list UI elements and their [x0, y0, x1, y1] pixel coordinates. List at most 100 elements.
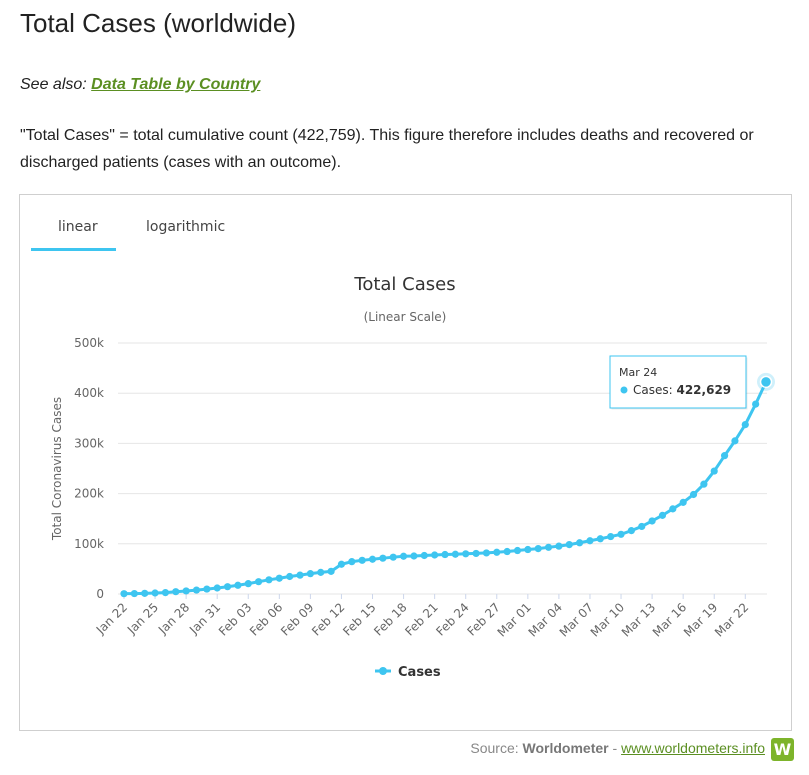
data-point: [431, 551, 439, 559]
hover-point: [759, 375, 773, 389]
data-point: [358, 556, 366, 564]
tooltip-box: [609, 355, 747, 409]
data-point: [337, 560, 346, 568]
data-point: [130, 589, 138, 598]
y-tick-label: 0: [96, 587, 104, 601]
data-point: [720, 452, 729, 460]
data-point: [399, 552, 408, 560]
y-tick-label: 100k: [74, 537, 104, 551]
x-tick-label: Mar 16: [650, 600, 689, 639]
x-tick-label: Feb 06: [247, 600, 285, 638]
data-point: [617, 530, 625, 538]
data-point: [679, 498, 687, 506]
data-point: [658, 511, 667, 519]
source-link[interactable]: www.worldometers.info: [621, 740, 765, 756]
data-point: [555, 542, 563, 550]
data-point: [451, 550, 459, 558]
data-point: [607, 532, 615, 541]
source-prefix: Source:: [470, 740, 519, 756]
data-point: [296, 571, 304, 579]
x-tick-label: Feb 21: [402, 600, 440, 638]
chart-svg: Total Cases (Linear Scale) 0 100k 200k 300k 40…: [50, 274, 775, 680]
data-point: [576, 539, 584, 547]
data-point: [265, 576, 273, 584]
data-point: [161, 588, 170, 597]
legend-label-cases[interactable]: Cases: [398, 665, 441, 680]
x-tick-label: Feb 24: [433, 600, 471, 638]
x-tick-label: Mar 10: [588, 600, 627, 639]
data-point: [368, 555, 377, 563]
x-tick-label: Jan 28: [155, 600, 192, 637]
data-point: [192, 586, 201, 594]
data-point: [689, 490, 698, 499]
tooltip-series-value: 422,629: [676, 383, 731, 397]
data-point: [586, 537, 594, 545]
data-point: [752, 400, 760, 408]
data-point: [275, 574, 283, 582]
data-point: [172, 588, 180, 596]
data-table-link[interactable]: Data Table by Country: [91, 76, 261, 93]
data-point: [151, 589, 159, 597]
x-tick-label: Feb 18: [371, 600, 409, 638]
data-point: [534, 544, 542, 553]
tooltip-series-name: Cases:: [633, 383, 676, 397]
data-point: [420, 551, 428, 560]
x-tick-label: Feb 03: [216, 600, 254, 638]
data-point: [513, 546, 522, 555]
series-line-cases: [123, 381, 768, 596]
data-point: [213, 584, 221, 592]
tab-logarithmic[interactable]: logarithmic: [146, 219, 226, 235]
chart-container: Total Cases (Linear Scale) 0 100k 200k 300k 40…: [19, 194, 792, 731]
data-point: [503, 547, 511, 556]
data-point: [234, 581, 242, 589]
data-point: [327, 567, 335, 575]
x-tick-label: Mar 07: [557, 600, 596, 639]
data-point: [627, 527, 635, 535]
data-point: [710, 467, 718, 475]
data-point: [244, 580, 252, 588]
data-point: [182, 587, 190, 595]
tooltip-value: Cases: 422,629: [633, 383, 731, 397]
data-point: [482, 549, 491, 557]
worldometer-logo[interactable]: W: [771, 738, 794, 761]
data-point: [286, 572, 294, 581]
x-tick-label: Feb 15: [340, 600, 378, 638]
data-point: [565, 540, 573, 549]
data-point: [596, 535, 604, 543]
data-point: [223, 583, 232, 591]
data-point: [203, 585, 211, 593]
tooltip-marker: [620, 386, 628, 394]
active-tab-indicator: [31, 248, 116, 251]
data-point: [348, 558, 356, 566]
description: "Total Cases" = total cumulative count (…: [20, 127, 754, 171]
data-point: [524, 545, 532, 554]
data-point: [379, 554, 387, 562]
data-point: [389, 553, 397, 561]
data-point: [741, 420, 749, 429]
y-tick-label: 500k: [74, 336, 104, 350]
data-point: [669, 505, 677, 513]
y-tick-label: 300k: [74, 436, 104, 450]
see-also-prefix: See also:: [20, 76, 87, 93]
source-name: Worldometer: [522, 740, 609, 756]
y-tick-label: 400k: [74, 386, 104, 400]
x-tick-label: Feb 09: [278, 600, 316, 638]
x-tick-label: Mar 13: [619, 600, 658, 639]
source-credit: Source: Worldometer - www.worldometers.i…: [470, 740, 765, 756]
x-tick-label: Mar 04: [526, 600, 565, 639]
x-tick-label: Mar 19: [681, 600, 720, 639]
legend-marker: [379, 667, 387, 675]
data-point: [700, 480, 708, 488]
x-tick-label: Jan 25: [124, 600, 161, 637]
data-point: [544, 543, 553, 551]
x-tick-label: Mar 01: [495, 600, 534, 639]
x-tick-label: Feb 12: [309, 600, 347, 638]
data-point: [638, 522, 646, 531]
x-tick-label: Mar 22: [712, 600, 751, 639]
y-tick-label: 200k: [74, 487, 104, 501]
data-point: [141, 589, 149, 597]
data-point: [317, 568, 325, 576]
tab-linear[interactable]: linear: [58, 219, 98, 235]
data-point: [306, 570, 314, 578]
data-point: [255, 578, 263, 586]
